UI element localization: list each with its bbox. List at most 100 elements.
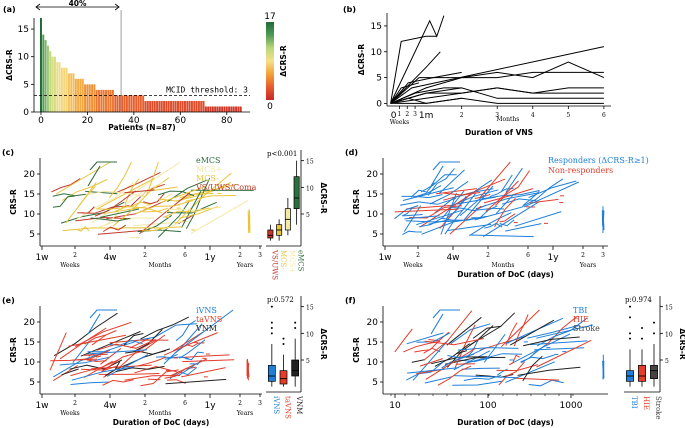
series-line [390,87,462,104]
trajectory-line [482,201,540,238]
y-tick-label: 20 [24,318,36,328]
trajectory-line [49,332,67,371]
trajectory-line [437,365,472,386]
trajectory-line [81,206,95,214]
series-line [390,51,441,104]
pile-mark [248,215,251,231]
trajectory-line [484,222,503,229]
trajectory-line [185,177,211,230]
x-tick-label-0: 0 [391,111,397,121]
trajectory-line [76,225,90,232]
pile-mark [247,365,250,376]
bar [218,106,221,112]
trajectory-line [411,359,425,363]
trajectory-line [89,161,117,171]
trajectory-line [170,358,208,377]
trajectory-line [55,161,111,195]
trajectory-line [135,200,194,215]
bar [125,95,128,112]
trajectory-line [455,363,476,365]
bar [221,106,224,112]
trajectory-line [444,193,476,235]
trajectory-line [102,379,134,386]
box [638,364,646,382]
trajectory-line [499,213,516,223]
x-tick-label: 0 [38,116,44,126]
bar [163,100,166,112]
box-outlier [270,305,273,308]
box-outlier [641,337,643,340]
x-tick-label: 6 [602,112,606,119]
trajectory-line [424,338,484,346]
trajectory-line [536,317,588,347]
y-axis-label: CRS-R [9,337,18,363]
bar [200,100,203,112]
series-line [390,87,604,104]
trajectory-line [53,312,118,357]
series-line [390,35,437,104]
x-axis-label: Patients (N=87) [108,123,175,132]
x-tick-label: 40 [128,116,140,126]
trajectory-line [527,324,580,339]
trajectory-line [89,309,117,319]
trajectory-line [446,223,492,232]
trajectory-line [87,341,135,353]
x-subtick-label: 6 [183,252,187,259]
trajectory-line [469,325,502,346]
x-subtick-label: 2 [73,400,77,407]
years-label: Years [236,410,254,417]
trajectory-line [61,179,108,201]
box-y-axis-label: ΔCRS-R [319,182,328,214]
trajectory-line [142,207,169,213]
box-outlier [294,327,297,329]
bar [190,100,193,112]
bracket-label: 40% [69,0,87,8]
box-outlier [282,337,285,340]
x-axis-label: Duration of DoC (days) [113,418,210,427]
trajectory-line [404,215,440,220]
box-outlier [629,305,631,308]
bar [151,100,154,112]
trajectory-line [100,334,166,373]
bar [232,106,235,112]
y-tick-label: 15 [24,190,35,200]
series-line [390,82,420,104]
trajectory-line [517,366,581,376]
bar [172,100,175,112]
bar [137,95,140,112]
bar [58,62,61,112]
trajectory-line [438,169,465,195]
box-category-label: MCS- [279,250,287,271]
box-category-label: eMCS [297,250,305,272]
trajectory-line [498,361,525,386]
trajectory-line [86,349,147,355]
bar [65,67,68,112]
panel-f: (f) 5 10 15 20 CRS-R Duration of DoC (days) 10 1… [345,296,685,427]
box [293,176,300,210]
series-line [390,97,462,104]
trajectory-line [72,340,91,364]
trajectory-line [459,194,485,217]
x-tick-label: 1y [204,253,216,263]
x-tick-label: 20 [82,116,94,126]
trajectory-line [403,205,422,232]
series-line [390,87,604,104]
y-axis-label: CRS-R [9,189,18,215]
box-outlier [270,332,273,335]
x-axis-label: Duration of VNS [465,128,533,137]
bar [49,51,52,112]
trajectory-line [469,234,534,238]
legend-entry: TBI [573,306,587,315]
trajectory-line [84,190,145,197]
box [650,364,658,380]
x-subtick-label: 2 [73,252,77,259]
bar [223,106,226,112]
box-outlier [641,327,643,329]
trajectory-line [161,220,183,231]
bar [179,100,182,112]
trajectory-line [61,368,79,376]
y-tick-label: 15 [367,190,378,200]
trajectory-line [164,366,196,379]
pile-mark [602,217,605,230]
